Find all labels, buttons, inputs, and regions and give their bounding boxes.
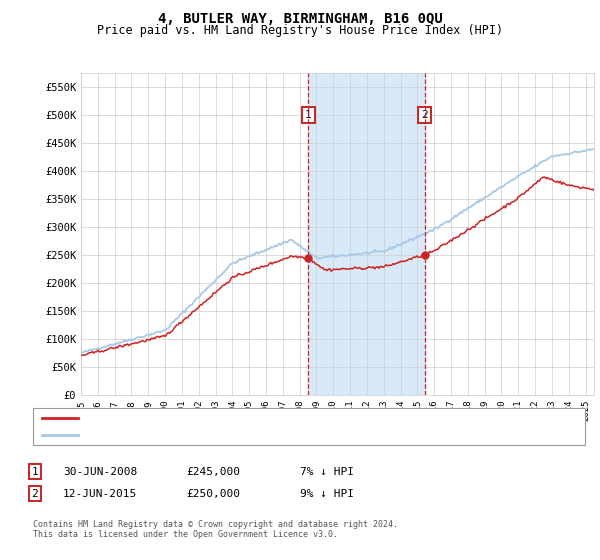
Text: 4, BUTLER WAY, BIRMINGHAM, B16 0QU (detached house): 4, BUTLER WAY, BIRMINGHAM, B16 0QU (deta… [84, 413, 403, 423]
Text: 1: 1 [305, 110, 311, 120]
Text: 12-JUN-2015: 12-JUN-2015 [63, 489, 137, 499]
Text: £245,000: £245,000 [186, 466, 240, 477]
Text: 30-JUN-2008: 30-JUN-2008 [63, 466, 137, 477]
Text: Price paid vs. HM Land Registry's House Price Index (HPI): Price paid vs. HM Land Registry's House … [97, 24, 503, 36]
Text: £250,000: £250,000 [186, 489, 240, 499]
Text: Contains HM Land Registry data © Crown copyright and database right 2024.
This d: Contains HM Land Registry data © Crown c… [33, 520, 398, 539]
Text: 2: 2 [422, 110, 428, 120]
Text: 7% ↓ HPI: 7% ↓ HPI [300, 466, 354, 477]
Text: 4, BUTLER WAY, BIRMINGHAM, B16 0QU: 4, BUTLER WAY, BIRMINGHAM, B16 0QU [158, 12, 442, 26]
Bar [308, 73, 425, 395]
Text: 9% ↓ HPI: 9% ↓ HPI [300, 489, 354, 499]
Text: 1: 1 [31, 466, 38, 477]
Text: 2: 2 [31, 489, 38, 499]
Text: HPI: Average price, detached house, Birmingham: HPI: Average price, detached house, Birm… [84, 430, 371, 440]
